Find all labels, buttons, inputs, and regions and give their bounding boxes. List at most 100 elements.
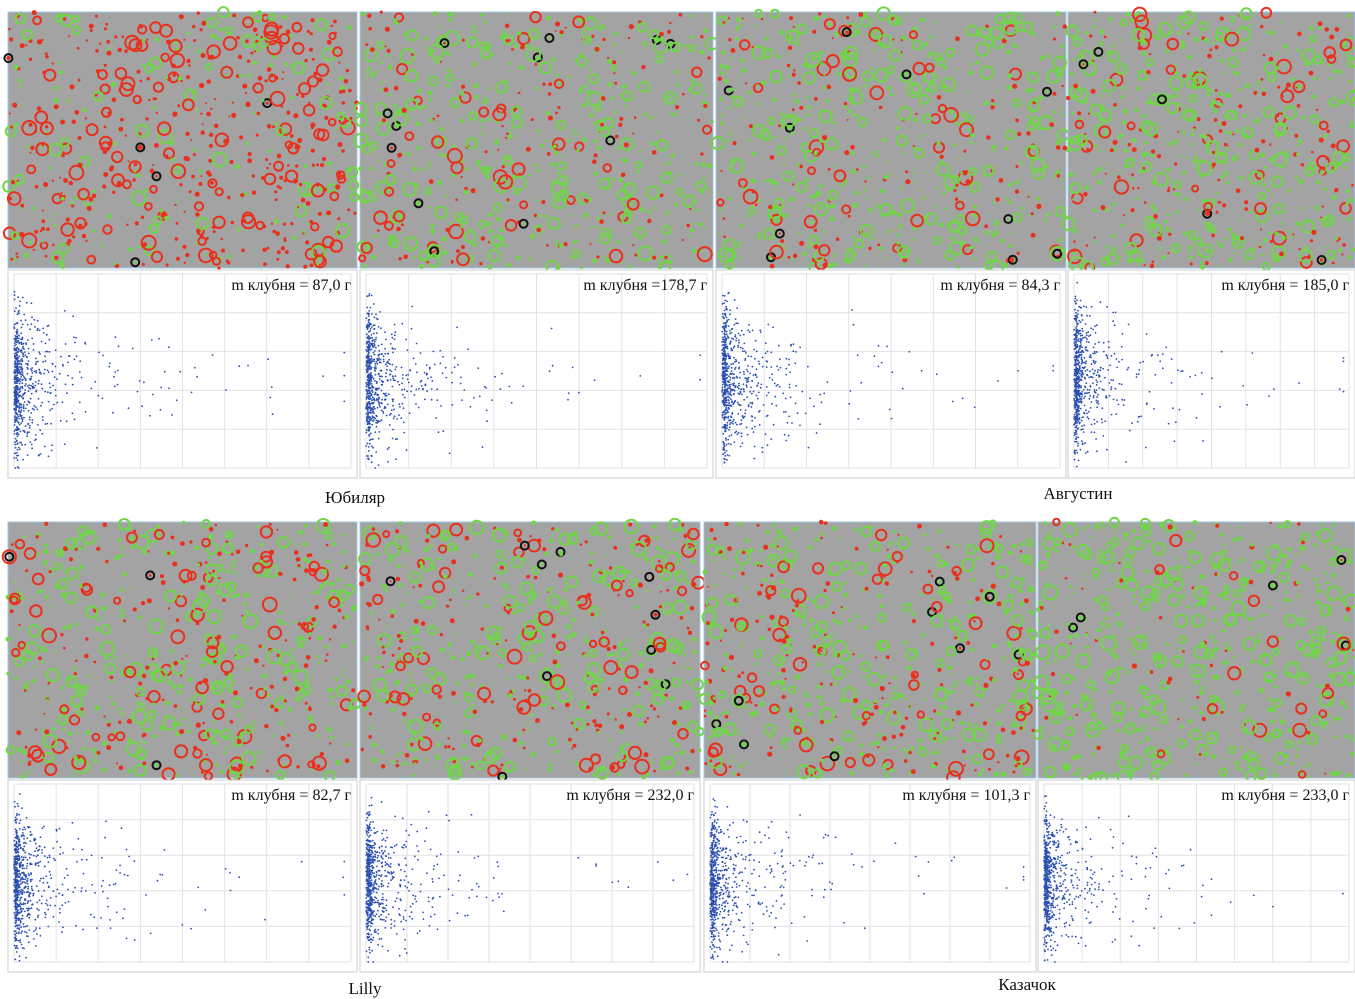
cell-dot <box>1318 26 1321 29</box>
cell-dot <box>728 38 731 41</box>
plot-point <box>891 371 893 373</box>
plot-point <box>385 363 387 365</box>
plot-point <box>734 385 736 387</box>
cell-dot <box>797 117 802 122</box>
cell-dot <box>302 232 304 234</box>
cell-dot <box>430 229 435 234</box>
plot-point <box>779 358 781 360</box>
plot-point <box>1182 370 1184 372</box>
plot-point <box>392 399 394 401</box>
cell-dot <box>728 106 731 109</box>
plot-point <box>372 396 374 398</box>
cell-dot <box>1238 88 1241 91</box>
cell-dot <box>1134 108 1138 112</box>
plot-point <box>741 393 743 395</box>
plot-point <box>371 402 373 404</box>
cell-dot <box>853 236 856 239</box>
plot-point <box>368 315 370 317</box>
plot-point <box>18 310 20 312</box>
cell-dot <box>452 174 456 178</box>
cell-dot <box>849 88 854 93</box>
cell-dot <box>439 153 442 156</box>
plot-point <box>552 365 554 367</box>
plot-point <box>974 406 976 408</box>
cell-dot <box>286 30 291 35</box>
plot-point <box>1251 352 1253 354</box>
cell-dot <box>12 103 17 108</box>
plot-point <box>734 368 736 370</box>
cell-dot <box>531 118 534 121</box>
cell-dot <box>823 74 825 76</box>
cell-dot <box>519 65 524 70</box>
cell-dot <box>46 228 50 232</box>
plot-point <box>114 371 116 373</box>
cell-dot <box>473 83 478 88</box>
plot-point <box>748 324 750 326</box>
cell-dot <box>506 263 511 268</box>
cell-dot <box>1211 41 1214 44</box>
cell-dot <box>539 233 542 236</box>
cell-dot <box>95 15 98 18</box>
cell-dot <box>935 76 938 79</box>
cell-dot <box>858 12 863 17</box>
cell-dot <box>1297 144 1300 147</box>
cell-dot <box>247 60 250 63</box>
plot-point <box>737 433 739 435</box>
cell-dot <box>429 167 431 169</box>
plot-point <box>415 363 417 365</box>
cell-dot <box>117 181 122 186</box>
cell-dot <box>1093 25 1096 28</box>
plot-point <box>799 347 801 349</box>
plot-point <box>730 341 732 343</box>
plot-point <box>860 382 862 384</box>
cell-dot <box>384 87 389 92</box>
cell-dot <box>1336 240 1338 242</box>
cell-dot <box>1187 33 1189 35</box>
cell-dot <box>1190 263 1193 266</box>
cell-dot <box>448 17 452 21</box>
plot-point <box>374 363 376 365</box>
plot-point <box>37 328 39 330</box>
cell-dot <box>1097 180 1101 184</box>
plot-point <box>370 409 372 411</box>
cell-dot <box>272 55 276 59</box>
cell-dot <box>1132 199 1134 201</box>
cell-dot <box>1066 148 1070 152</box>
cell-dot <box>373 194 376 197</box>
plot-point <box>375 388 377 390</box>
plot-point <box>191 392 193 394</box>
cell-dot <box>1132 138 1136 142</box>
cell-dot <box>542 230 545 233</box>
plot-point <box>378 464 380 466</box>
cell-dot <box>828 263 833 268</box>
cell-dot <box>141 216 144 219</box>
cell-dot <box>324 116 328 120</box>
cell-dot <box>472 25 476 29</box>
cell-dot <box>231 221 235 225</box>
cell-dot <box>164 216 169 221</box>
cell-dot <box>795 99 800 104</box>
plot-point <box>366 313 368 315</box>
cell-dot <box>943 66 947 70</box>
plot-point <box>744 350 746 352</box>
cell-dot <box>318 77 323 82</box>
cell-dot <box>251 52 254 55</box>
cell-dot <box>592 258 597 263</box>
plot-point <box>394 380 396 382</box>
cell-dot <box>643 113 647 117</box>
plot-point <box>1078 381 1080 383</box>
plot-point <box>31 370 33 372</box>
cell-dot <box>1182 171 1186 175</box>
cell-dot <box>311 126 314 129</box>
cell-dot <box>1151 149 1155 153</box>
cell-dot <box>901 39 903 41</box>
cell-dot <box>1168 233 1171 236</box>
cell-dot <box>290 96 294 100</box>
cell-dot <box>857 114 860 117</box>
plot-point <box>572 367 574 369</box>
cell-dot <box>1020 207 1023 210</box>
plot-point <box>744 377 746 379</box>
plot-point <box>754 358 756 360</box>
cell-dot <box>1287 189 1291 193</box>
plot-point <box>378 401 380 403</box>
